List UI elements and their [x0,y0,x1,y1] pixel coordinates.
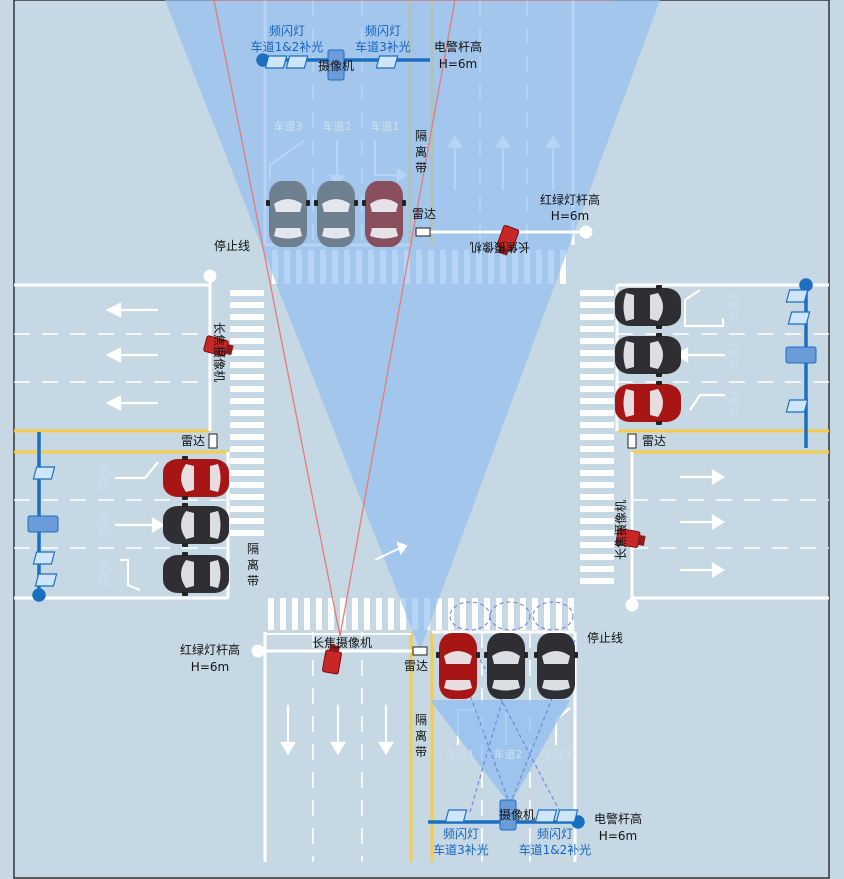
west-lane-label: 车道1 [97,464,111,493]
frame [13,0,830,879]
north-radar-label: 雷达 [412,207,436,221]
west-lane-label: 车道2 [97,511,111,540]
north-lane-label: 车道2 [323,119,352,133]
south-camera-label: 摄像机 [499,807,535,822]
north-camera-label: 摄像机 [318,58,354,73]
west-median-label: 离 [247,557,259,572]
south-lane-label: 车道1 [446,747,475,761]
south-pole-height: H=6m [599,829,637,843]
south-camera-view-cone [430,700,570,805]
north-signal-pole-height: H=6m [551,209,589,223]
south-radar-label: 雷达 [404,659,428,673]
west-median-label: 带 [247,574,259,588]
north-signal-pole-label: 红绿灯杆高 [540,192,600,207]
south-lane-label: 车道2 [494,747,523,761]
south-flash-lane12-title: 频闪灯 [537,827,573,841]
north-median-label: 带 [415,161,427,175]
telephoto-sight-lines [213,0,612,637]
west-lane-label: 车道3 [97,560,111,589]
south-median-label: 带 [415,745,427,759]
north-median-label: 离 [415,144,427,159]
east-crosswalk [580,290,614,584]
arrow-icon [105,302,166,592]
east-lane-label: 车道2 [727,342,741,371]
south-median-label: 隔 [415,713,427,727]
north-flash-lane3-sub: 车道3补光 [355,39,411,54]
west-approach [14,283,264,600]
west-radar-label: 雷达 [181,434,205,448]
west-stop-line-label: 停止线 [214,238,250,253]
south-crosswalk [268,598,574,630]
north-flash-lane3-title: 频闪灯 [365,24,401,38]
south-signal-pole-height: H=6m [191,660,229,674]
north-median-label: 隔 [415,129,427,143]
arrow-icon [674,289,726,578]
east-lane-label: 车道1 [727,390,741,419]
north-flash-lane12-title: 频闪灯 [269,24,305,38]
east-lane-label: 车道3 [727,294,741,323]
south-signal-pole-label: 红绿灯杆高 [180,642,240,657]
north-camera-view-cone [165,0,660,650]
west-tele-camera-label: 长焦摄像机 [212,322,227,382]
north-lane-label: 车道1 [371,119,400,133]
south-flash-lane3-title: 频闪灯 [443,827,479,841]
north-lane-label: 车道3 [274,119,303,133]
south-lane-label: 车道3 [542,747,571,761]
north-flash-lane12-sub: 车道1&2补光 [251,39,324,54]
arrow-icon [374,541,408,561]
radar-icon [208,227,637,656]
north-pole-label: 电警杆高 [434,39,482,54]
east-radar-label: 雷达 [642,434,666,448]
east-tele-camera-label: 长焦摄像机 [613,500,628,560]
south-stop-line-label: 停止线 [587,630,623,645]
north-tele-camera-label: 长焦摄像机 [470,240,530,255]
camera-icon [27,49,817,831]
north-pole-height: H=6m [439,57,477,71]
south-flash-lane12-sub: 车道1&2补光 [519,842,592,857]
south-median-label: 离 [415,728,427,743]
south-flash-lane3-sub: 车道3补光 [433,842,489,857]
south-tele-camera-label: 长焦摄像机 [312,635,372,650]
west-crosswalk [230,290,264,536]
south-pole-label: 电警杆高 [594,811,642,826]
west-median-label: 隔 [247,542,259,556]
